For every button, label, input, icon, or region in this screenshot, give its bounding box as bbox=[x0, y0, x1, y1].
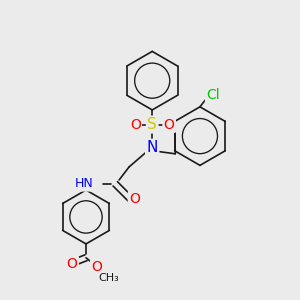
Text: O: O bbox=[130, 118, 141, 131]
Text: N: N bbox=[146, 140, 158, 155]
Text: O: O bbox=[91, 260, 102, 274]
Text: Cl: Cl bbox=[206, 88, 220, 101]
Text: O: O bbox=[129, 192, 140, 206]
Text: O: O bbox=[67, 257, 78, 271]
Text: O: O bbox=[164, 118, 175, 131]
Text: HN: HN bbox=[75, 177, 94, 190]
Text: CH₃: CH₃ bbox=[98, 273, 119, 283]
Text: S: S bbox=[147, 117, 157, 132]
